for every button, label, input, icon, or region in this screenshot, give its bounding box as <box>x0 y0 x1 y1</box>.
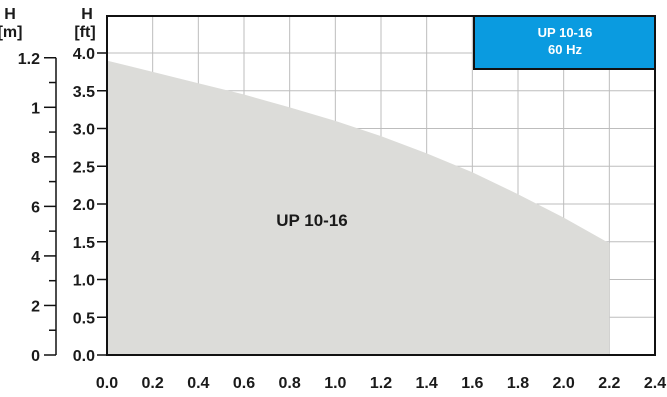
x-tick-label: 1.4 <box>416 375 438 392</box>
x-tick-label: 2.2 <box>598 375 620 392</box>
ft-tick-label: 3.5 <box>73 84 95 101</box>
x-tick-label: 1.0 <box>324 375 346 392</box>
badge-frequency: 60 Hz <box>548 42 582 57</box>
m-tick-label: 2 <box>31 298 40 315</box>
x-tick-label: 1.2 <box>370 375 392 392</box>
ft-tick-label: 4.0 <box>73 46 95 63</box>
ft-axis-ticks: 0.0 0.5 1.0 1.5 2.0 2.5 3.0 3.5 4.0 <box>73 46 107 365</box>
curve-label: UP 10-16 <box>276 211 348 230</box>
ft-tick-label: 0.5 <box>73 310 95 327</box>
x-tick-label: 0.2 <box>142 375 164 392</box>
ft-axis-symbol: H <box>81 6 93 23</box>
plot-frame <box>106 15 656 356</box>
ft-tick-label: 2.5 <box>73 159 95 176</box>
ft-tick-label: 1.0 <box>73 273 95 290</box>
m-axis: 0 2 4 6 8 1 1.2 <box>18 51 57 365</box>
x-tick-label: 0.0 <box>96 375 118 392</box>
ft-tick-label: 3.0 <box>73 122 95 139</box>
x-tick-label: 0.4 <box>187 375 209 392</box>
ft-axis-unit: [ft] <box>74 24 95 41</box>
m-tick-label: 1.2 <box>18 51 40 68</box>
m-tick-label: 4 <box>31 249 40 266</box>
x-axis-ticks: 0.0 0.2 0.4 0.6 0.8 1.0 1.2 1.4 1.6 1.8 2.0 2.2 2.4 <box>96 375 666 392</box>
badge-model: UP 10-16 <box>538 25 593 40</box>
m-axis-symbol: H <box>4 6 16 23</box>
model-badge <box>473 15 656 70</box>
ft-tick-label: 0.0 <box>73 348 95 365</box>
performance-area <box>107 60 610 355</box>
m-tick-label: 6 <box>31 199 40 216</box>
x-tick-label: 1.8 <box>507 375 529 392</box>
x-tick-label: 0.8 <box>279 375 301 392</box>
m-tick-label: 1 <box>31 100 40 117</box>
ft-tick-label: 1.5 <box>73 235 95 252</box>
m-tick-label: 8 <box>31 150 40 167</box>
m-axis-unit: [m] <box>0 24 22 41</box>
x-tick-label: 1.6 <box>461 375 483 392</box>
x-tick-label: 2.0 <box>553 375 575 392</box>
m-tick-label: 0 <box>31 348 40 365</box>
x-tick-label: 0.6 <box>233 375 255 392</box>
ft-tick-label: 2.0 <box>73 197 95 214</box>
x-tick-label: 2.4 <box>644 375 666 392</box>
